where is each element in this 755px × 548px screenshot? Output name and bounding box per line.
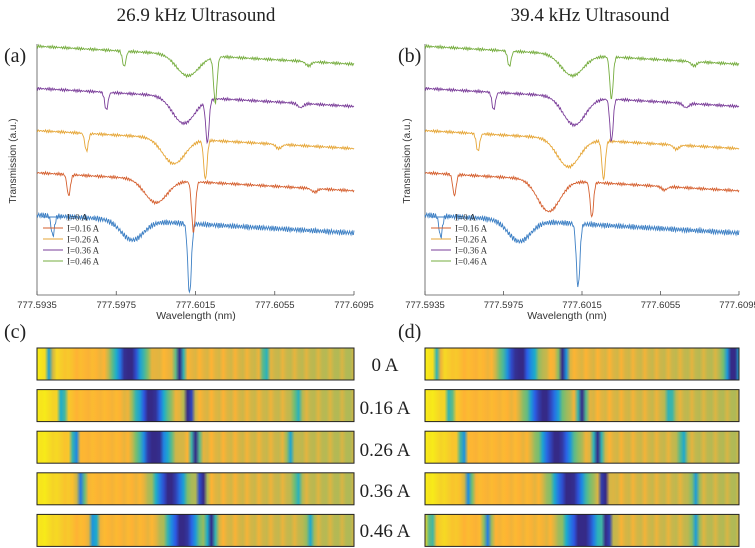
series-line-3 <box>36 86 355 145</box>
x-tick-label: 777.6095 <box>334 300 374 311</box>
strip-c-1 <box>36 389 355 423</box>
series-line-0 <box>36 211 355 294</box>
panel-a-plot: 777.5935 777.5975 777.6015 777.6055 777.6095… <box>17 43 374 311</box>
current-label-3: 0.36 A <box>360 481 411 502</box>
strip-d-0 <box>424 347 740 381</box>
panel-b-ylabel: Transmission (a.u.) <box>402 118 413 203</box>
x-tick-label: 777.6055 <box>641 300 681 311</box>
strip-c-2 <box>36 430 355 464</box>
x-tick-label: 777.5975 <box>484 300 524 311</box>
series-line-0 <box>424 211 740 288</box>
panel-b-label: (b) <box>398 45 421 67</box>
x-tick-label: 777.6015 <box>562 300 602 311</box>
strip-c-4 <box>36 513 355 547</box>
legend-label-2: I=0.26 A <box>67 235 100 245</box>
panel-a-title: 26.9 kHz Ultrasound <box>117 5 276 26</box>
legend-label-2: I=0.26 A <box>455 235 488 245</box>
legend-label-0: I=0 A <box>67 213 88 223</box>
panel-c-label: (c) <box>4 321 26 343</box>
panel-b-xlabel: Wavelength (nm) <box>527 310 607 322</box>
panel-b-title: 39.4 kHz Ultrasound <box>511 5 670 26</box>
series-line-4 <box>36 43 355 106</box>
x-tick-label: 777.6015 <box>176 300 216 311</box>
strip-c-3 <box>36 472 355 506</box>
current-labels: 0 A 0.16 A 0.26 A 0.36 A 0.46 A <box>360 355 411 542</box>
panel-d-label: (d) <box>398 321 421 343</box>
strip-d-4 <box>424 513 740 547</box>
series-line-1 <box>36 170 355 233</box>
current-label-0: 0 A <box>372 355 399 376</box>
legend-label-1: I=0.16 A <box>67 224 100 234</box>
legend-label-1: I=0.16 A <box>455 224 488 234</box>
current-label-1: 0.16 A <box>360 398 411 419</box>
legend-label-3: I=0.36 A <box>67 246 100 256</box>
x-tick-label: 777.5935 <box>405 300 445 311</box>
x-tick-label: 777.6095 <box>719 300 755 311</box>
legend-label-4: I=0.46 A <box>455 257 488 267</box>
legend-label-3: I=0.36 A <box>455 246 488 256</box>
series-line-3 <box>424 86 740 143</box>
strip-c-0 <box>36 347 355 381</box>
panel-a-xlabel: Wavelength (nm) <box>156 310 236 322</box>
series-line-2 <box>424 128 740 182</box>
strip-d-3 <box>424 472 740 506</box>
strip-d-2 <box>424 430 740 464</box>
series-line-1 <box>424 170 740 218</box>
strip-d-1 <box>424 389 740 423</box>
panel-d-strips <box>424 347 740 547</box>
current-label-4: 0.46 A <box>360 521 411 542</box>
series-line-4 <box>424 43 740 100</box>
x-tick-label: 777.5975 <box>96 300 136 311</box>
x-tick-label: 777.5935 <box>17 300 57 311</box>
panel-a-ylabel: Transmission (a.u.) <box>8 118 19 203</box>
panel-a-label: (a) <box>4 45 26 67</box>
panel-b-plot: 777.5935 777.5975 777.6015 777.6055 777.6095… <box>405 43 755 311</box>
series-line-2 <box>36 128 355 181</box>
panel-c-strips <box>36 347 355 547</box>
legend-label-4: I=0.46 A <box>67 257 100 267</box>
legend-label-0: I=0 A <box>455 213 476 223</box>
x-tick-label: 777.6055 <box>255 300 295 311</box>
current-label-2: 0.26 A <box>360 440 411 461</box>
